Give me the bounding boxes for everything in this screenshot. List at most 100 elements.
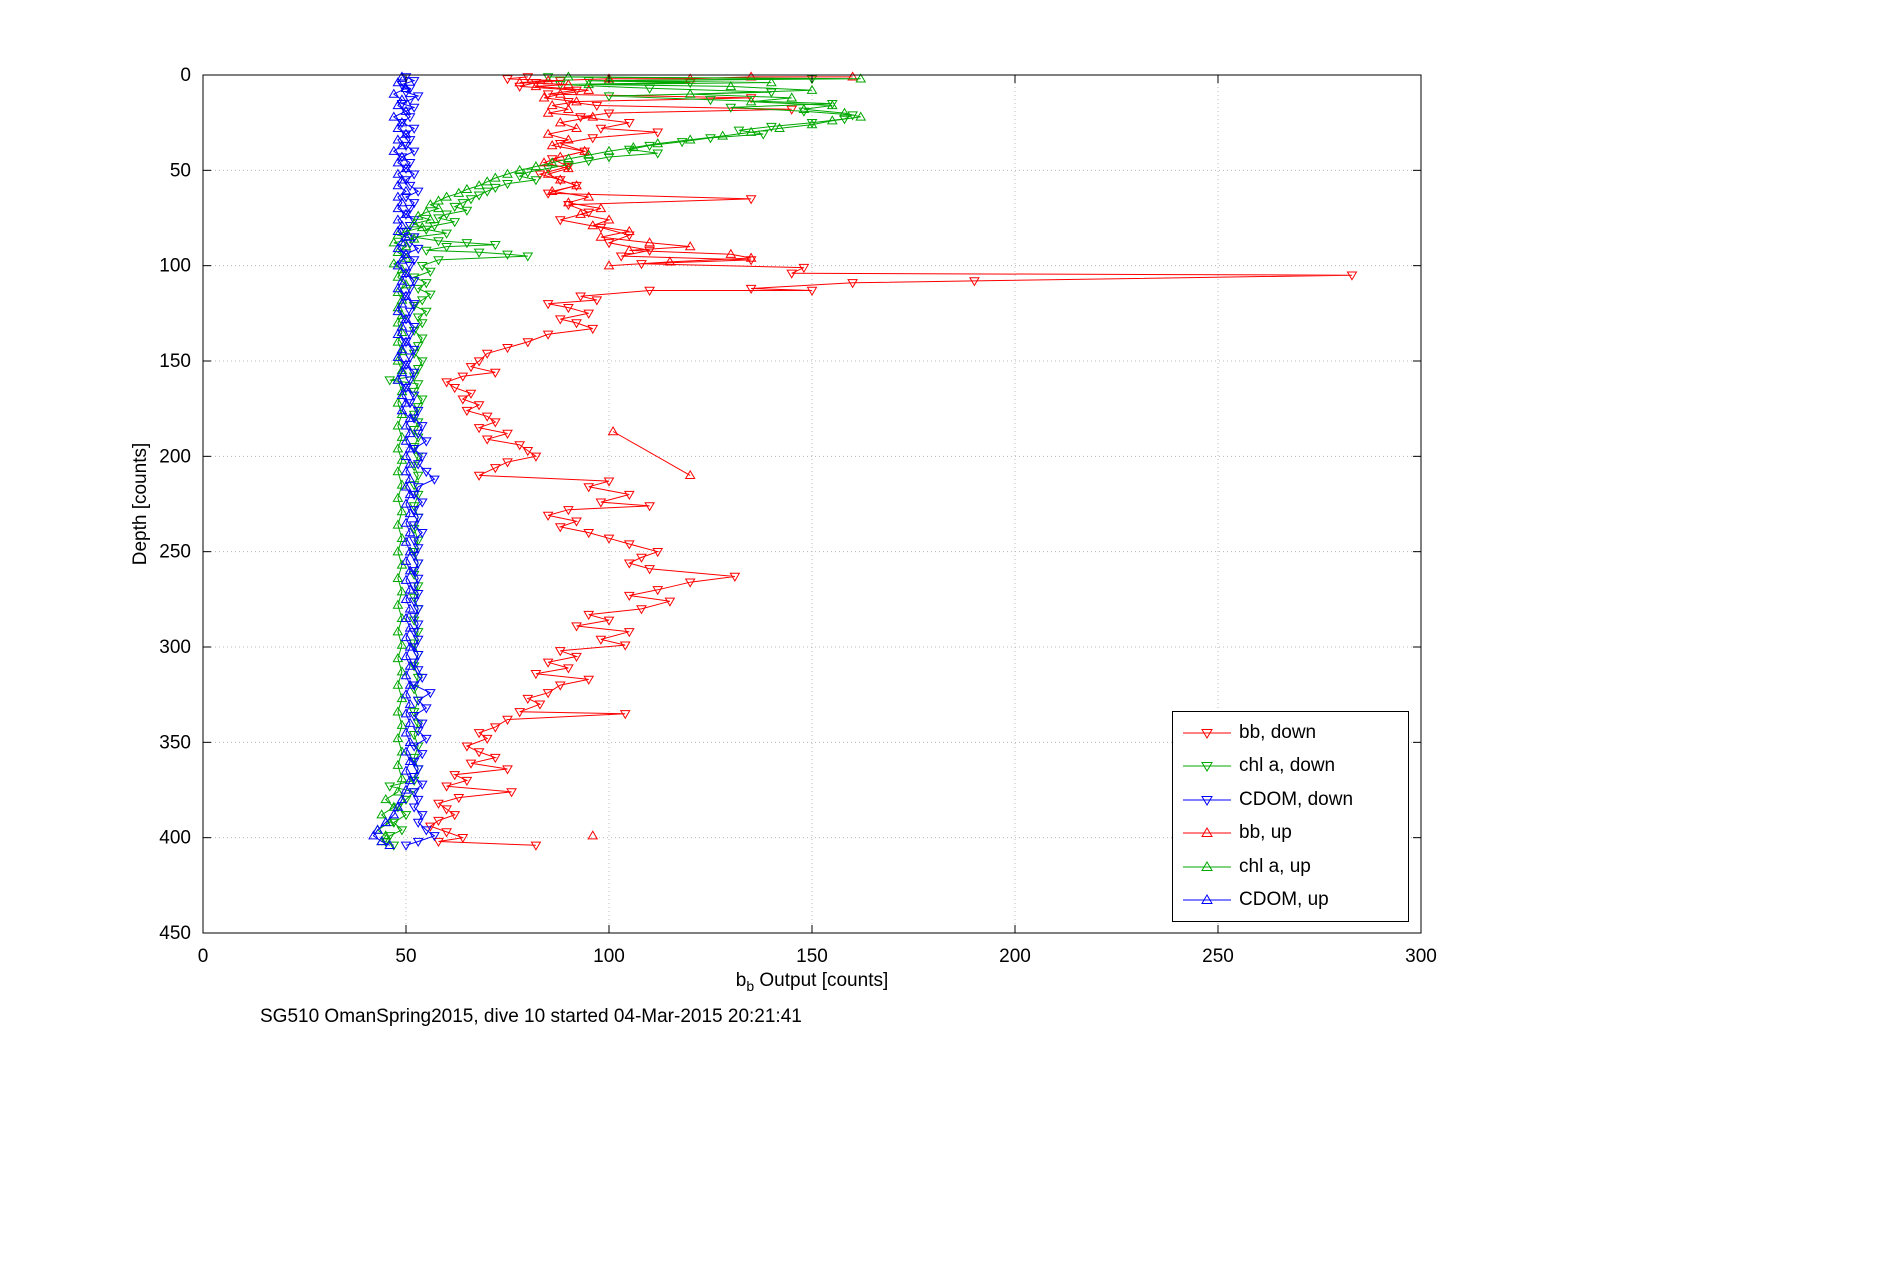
triangle-down-marker: [408, 685, 420, 695]
triangle-down-marker: [554, 647, 566, 657]
triangle-up-marker: [400, 290, 412, 300]
y-tick-label: 0: [180, 65, 191, 86]
triangle-down-marker: [571, 86, 582, 96]
triangle-down-marker: [412, 696, 424, 706]
triangle-up-marker: [571, 96, 582, 106]
triangle-down-marker: [542, 73, 554, 83]
triangle-up-marker: [745, 252, 757, 262]
triangle-up-marker: [855, 111, 867, 121]
triangle-down-marker: [542, 300, 554, 310]
triangle-up-marker: [400, 128, 412, 138]
legend-item: CDOM, down: [1173, 784, 1408, 816]
triangle-down-marker: [591, 296, 603, 306]
legend-item: bb, down: [1173, 717, 1408, 749]
legend-item-label: CDOM, up: [1239, 889, 1329, 911]
triangle-down-marker: [388, 818, 400, 828]
triangle-up-marker: [839, 107, 850, 117]
x-tick-label: 250: [1202, 946, 1234, 967]
triangle-down-marker: [412, 635, 424, 645]
triangle-down-marker: [603, 534, 615, 544]
triangle-down-marker: [745, 256, 757, 266]
triangle-up-marker: [416, 222, 428, 232]
triangle-up-marker: [717, 130, 729, 140]
triangle-up-marker: [396, 345, 408, 356]
triangle-down-marker: [554, 139, 566, 150]
triangle-down-marker: [408, 323, 420, 333]
triangle-up-marker: [489, 172, 501, 182]
triangle-up-marker: [400, 765, 412, 775]
x-tick-label: 0: [198, 946, 209, 967]
triangle-down-marker: [514, 172, 526, 182]
triangle-up-marker: [396, 719, 408, 729]
triangle-up-marker: [396, 174, 408, 184]
triangle-down-marker: [412, 92, 424, 102]
triangle-down-marker: [433, 214, 444, 224]
legend-item-label: chl a, down: [1239, 755, 1336, 777]
triangle-down-marker: [400, 141, 412, 152]
triangle-up-marker: [400, 708, 412, 718]
triangle-up-marker: [396, 220, 408, 230]
triangle-down-marker: [384, 832, 396, 842]
triangle-up-marker: [392, 214, 404, 224]
triangle-up-marker: [408, 218, 420, 228]
triangle-up-marker: [396, 365, 408, 375]
triangle-up-marker: [392, 157, 404, 167]
triangle-down-marker: [591, 101, 603, 111]
triangle-down-marker: [400, 193, 412, 203]
triangle-up-marker: [396, 71, 408, 81]
triangle-down-marker: [725, 103, 737, 113]
triangle-down-marker: [575, 113, 586, 123]
triangle-up-marker: [400, 593, 412, 603]
triangle-down-marker: [766, 122, 777, 132]
triangle-down-marker: [729, 572, 741, 582]
triangle-down-marker: [766, 88, 777, 98]
triangle-down-marker: [420, 307, 432, 317]
triangle-up-marker: [530, 80, 542, 91]
triangle-down-marker: [623, 119, 635, 129]
triangle-down-marker: [786, 269, 798, 279]
triangle-down-marker: [408, 681, 420, 691]
triangle-up-marker: [514, 164, 526, 174]
triangle-up-marker: [392, 134, 404, 144]
triangle-down-marker: [583, 483, 595, 493]
triangle-up-marker: [392, 100, 404, 110]
triangle-down-marker: [408, 742, 420, 752]
triangle-up-marker: [652, 138, 664, 148]
triangle-down-marker: [412, 559, 424, 569]
triangle-down-marker: [676, 138, 688, 148]
triangle-down-marker: [400, 73, 412, 83]
triangle-up-marker: [396, 506, 408, 516]
triangle-down-marker: [542, 689, 554, 699]
triangle-up-marker: [404, 443, 416, 453]
triangle-down-marker: [416, 452, 428, 462]
triangle-up-marker: [392, 191, 404, 201]
triangle-down-marker: [400, 130, 412, 140]
triangle-down-marker: [388, 841, 400, 851]
triangle-up-marker: [396, 151, 408, 161]
triangle-up-marker: [798, 103, 810, 113]
legend-item: CDOM, up: [1173, 884, 1408, 916]
triangle-down-marker: [583, 309, 595, 319]
triangle-up-marker: [404, 679, 416, 689]
triangle-down-marker: [400, 164, 412, 174]
triangle-down-marker: [530, 452, 542, 462]
legend: bb, down chl a, down CDOM, down bb, up chl a…: [1172, 711, 1409, 922]
triangle-down-marker: [412, 574, 424, 584]
triangle-down-marker: [489, 183, 501, 193]
legend-item: chl a, up: [1173, 851, 1408, 883]
triangle-down-marker: [530, 841, 542, 851]
triangle-down-marker: [441, 210, 452, 220]
triangle-down-marker: [465, 195, 477, 205]
triangle-down-marker: [441, 229, 452, 239]
triangle-up-marker: [400, 450, 412, 460]
triangle-up-marker: [392, 202, 404, 213]
triangle-down-marker: [408, 170, 420, 180]
triangle-down-marker: [408, 521, 420, 531]
triangle-up-marker: [404, 458, 416, 468]
triangle-up-marker: [623, 244, 635, 255]
series-chla-up: [372, 71, 867, 846]
triangle-down-marker: [563, 303, 574, 314]
triangle-up-marker: [826, 100, 838, 110]
triangle-down-marker: [433, 816, 444, 826]
triangle-up-marker: [388, 237, 400, 247]
